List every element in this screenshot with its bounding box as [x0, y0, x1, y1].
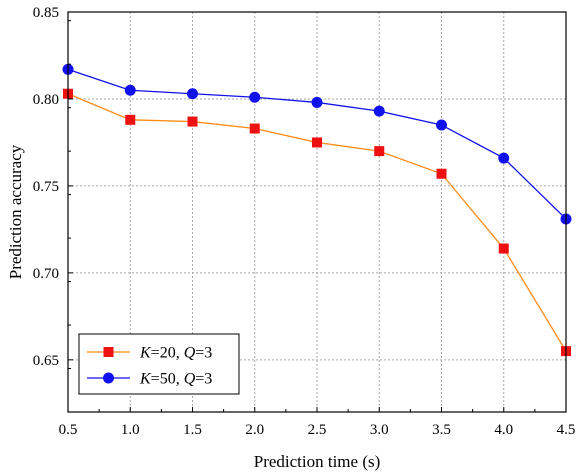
data-point — [436, 168, 447, 179]
data-point — [249, 123, 260, 134]
y-tick-label: 0.75 — [33, 179, 59, 195]
legend-box — [78, 333, 240, 395]
x-axis-title: Prediction time (s) — [254, 452, 381, 471]
legend-marker — [103, 347, 114, 357]
data-point — [125, 114, 136, 125]
axes: 0.5 1.0 1.5 2.0 2.5 3.0 3.5 4.0 4.5 0.65 0.70 0.75 0… — [33, 5, 576, 438]
legend: K=20, Q=3 K=50, Q=3 — [78, 333, 240, 395]
x-tick-label: 3.5 — [432, 422, 451, 438]
x-tick-label: 2.0 — [245, 422, 264, 438]
x-tick-label: 1.0 — [121, 422, 140, 438]
y-tick-label: 0.85 — [33, 5, 59, 21]
x-tick-label: 4.5 — [557, 422, 576, 438]
legend-label: K=20, Q=3 — [139, 345, 212, 362]
data-point — [312, 137, 322, 148]
data-point — [311, 96, 323, 108]
x-tick-label: 4.0 — [494, 422, 513, 438]
legend-item: K=20, Q=3 — [87, 345, 212, 362]
data-point — [498, 243, 509, 254]
x-tick-label: 1.5 — [183, 422, 202, 438]
data-point — [124, 84, 136, 96]
y-tick-label: 0.65 — [33, 353, 59, 369]
y-tick-label: 0.70 — [33, 266, 59, 282]
legend-label: K=50, Q=3 — [139, 371, 212, 388]
legend-item: K=50, Q=3 — [87, 371, 212, 388]
x-tick-label: 0.5 — [59, 422, 78, 438]
data-point — [249, 91, 261, 103]
y-axis-title: Prediction accuracy — [6, 144, 25, 279]
x-tick-label: 2.5 — [308, 422, 327, 438]
data-point — [498, 152, 510, 164]
data-point — [436, 119, 447, 131]
data-point — [187, 88, 198, 100]
y-tick-label: 0.80 — [33, 92, 59, 108]
data-point — [374, 146, 385, 157]
data-point — [373, 105, 385, 117]
x-tick-label: 3.0 — [370, 422, 389, 438]
legend-marker — [103, 372, 114, 384]
data-point — [187, 116, 198, 127]
